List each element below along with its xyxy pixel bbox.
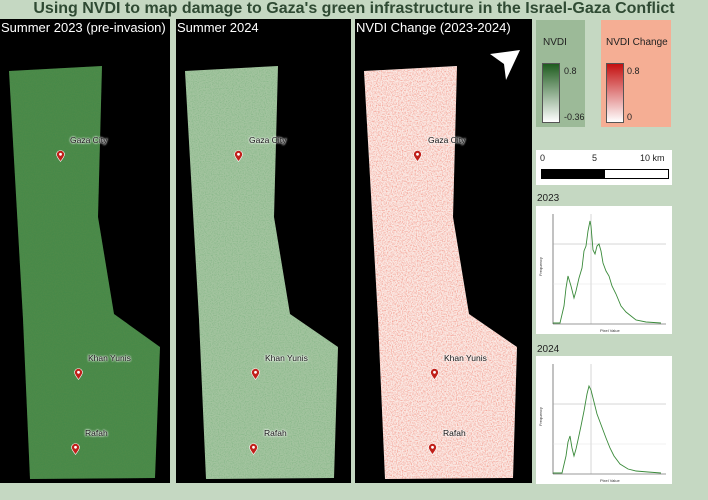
map-pin-icon[interactable] — [249, 443, 258, 455]
legend-change: NVDI Change 0.8 0 — [601, 20, 671, 127]
map-pin-icon[interactable] — [56, 150, 65, 162]
panel-2023: Summer 2023 (pre-invasion) — [0, 19, 170, 483]
map-pin-icon[interactable] — [71, 443, 80, 455]
city-label-khan-yunis: Khan Yunis — [88, 353, 131, 363]
legend-nvdi-ramp — [542, 63, 560, 123]
panel-change: NVDI Change (2023-2024) — [355, 19, 532, 483]
legend-change-min: 0 — [627, 112, 633, 122]
legend-nvdi-title: NVDI — [543, 37, 567, 48]
scale-label-0: 0 — [540, 153, 546, 163]
panel-title-2024: Summer 2024 — [177, 20, 259, 35]
legend-change-title: NVDI Change — [606, 37, 668, 48]
city-label-khan-yunis: Khan Yunis — [265, 353, 308, 363]
histogram-2023-ylabel: Frequency — [538, 257, 543, 276]
map-pin-icon[interactable] — [428, 443, 437, 455]
legend-change-ramp — [606, 63, 624, 123]
legend-nvdi: NVDI 0.8 -0.36 — [536, 20, 585, 127]
histogram-2024-plot: Pixel Value Frequency — [538, 364, 666, 483]
city-label-rafah: Rafah — [443, 428, 466, 438]
legend-nvdi-max: 0.8 — [564, 66, 577, 76]
city-label-rafah: Rafah — [264, 428, 287, 438]
gaza-strip-2023 — [9, 66, 160, 479]
panel-title-change: NVDI Change (2023-2024) — [356, 20, 511, 35]
histogram-2024-title: 2024 — [537, 344, 560, 355]
gaza-strip-2024 — [185, 66, 338, 479]
scale-label-5: 5 — [592, 153, 598, 163]
map-pin-icon[interactable] — [413, 150, 422, 162]
histogram-2024: Pixel Value Frequency — [536, 356, 672, 484]
histogram-2023: Pixel Value Frequency — [536, 206, 672, 334]
histogram-2023-plot: Pixel Value Frequency — [538, 214, 666, 333]
city-label-gaza-city: Gaza City — [428, 135, 466, 145]
map-pin-icon[interactable] — [430, 368, 439, 380]
legend-change-max: 0.8 — [627, 66, 640, 76]
map-title: Using NVDI to map damage to Gaza's green… — [33, 0, 675, 17]
city-label-gaza-city: Gaza City — [70, 135, 108, 145]
scale-bar-segment — [541, 169, 669, 179]
map-pin-icon[interactable] — [74, 368, 83, 380]
gaza-strip-change — [364, 66, 517, 479]
map-pin-icon[interactable] — [234, 150, 243, 162]
panel-title-2023: Summer 2023 (pre-invasion) — [1, 20, 166, 35]
legend-nvdi-min: -0.36 — [564, 112, 585, 122]
histogram-2023-title: 2023 — [537, 193, 560, 204]
city-label-khan-yunis: Khan Yunis — [444, 353, 487, 363]
histogram-2024-ylabel: Frequency — [538, 407, 543, 426]
city-label-gaza-city: Gaza City — [249, 135, 287, 145]
north-arrow-icon — [490, 50, 520, 80]
histogram-2023-xlabel: Pixel Value — [600, 328, 620, 333]
scale-label-10: 10 km — [640, 153, 665, 163]
city-label-rafah: Rafah — [85, 428, 108, 438]
map-pin-icon[interactable] — [251, 368, 260, 380]
histogram-2024-xlabel: Pixel Value — [600, 478, 620, 483]
panel-2024: Summer 2024 — [176, 19, 351, 483]
scale-bar: 0 5 10 km — [536, 150, 672, 185]
